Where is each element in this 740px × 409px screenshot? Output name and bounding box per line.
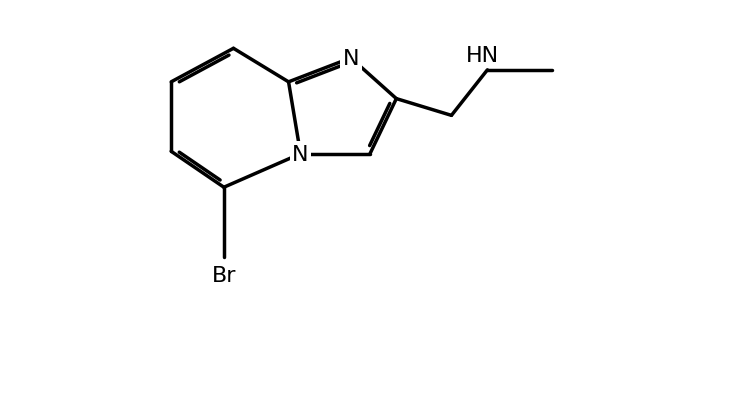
Text: HN: HN xyxy=(466,46,500,66)
Text: N: N xyxy=(343,49,359,69)
Text: Br: Br xyxy=(212,266,236,285)
Text: N: N xyxy=(292,144,309,164)
